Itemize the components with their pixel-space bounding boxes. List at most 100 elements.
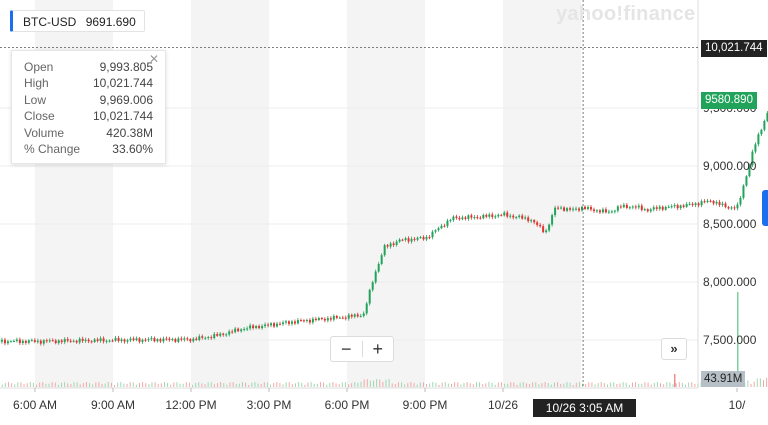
volume-bar [585,383,587,387]
candle-body [261,326,264,329]
candle-body [12,340,15,342]
volume-bar [366,379,368,387]
y-tick-label: 8,500.000 [703,217,757,231]
volume-bar [622,382,624,387]
volume-bar [270,384,272,387]
volume-bar [688,382,690,387]
zoom-in-button[interactable]: + [372,339,383,359]
x-tick-label: 3:00 PM [247,398,292,412]
candle-body [255,325,258,329]
volume-bar [363,379,365,387]
candle-body [332,315,335,320]
candle-body [24,340,27,343]
volume-bar [756,378,758,387]
candle-body [6,341,9,344]
volume-bar [245,382,247,387]
zoom-out-button[interactable]: − [340,339,352,359]
volume-bar [597,383,599,387]
volume-bar [304,384,306,387]
volume-bar [663,384,665,387]
close-icon[interactable]: ✕ [148,52,159,66]
candle-body [482,214,485,219]
candle-body [3,339,6,344]
volume-bar [672,384,674,387]
candle-body [461,217,464,220]
volume-bar [510,382,512,387]
candle-body [721,203,724,205]
volume-bar [485,383,487,387]
side-panel-handle[interactable] [762,190,768,226]
candle-body [138,338,141,342]
volume-bar [126,383,128,387]
candle-body [30,340,33,342]
volume-bar [457,382,459,387]
volume-bar [553,382,555,387]
volume-bar [447,383,449,387]
candle-body [766,112,768,121]
candle-body [264,324,267,327]
volume-bar [223,382,225,387]
tooltip-row-close: Close 10,021.744 [24,108,153,124]
candle-body [123,339,126,342]
volume-bar [123,383,125,387]
volume-bar [295,383,296,387]
candle-body [341,317,344,319]
volume-bar [351,383,353,387]
candle-body [132,338,135,341]
candle-body [649,209,652,212]
volume-bar [70,384,72,387]
candle-body [380,255,383,264]
volume-bar [313,383,315,387]
volume-bar [397,382,399,387]
candle-body [673,205,676,207]
volume-bar [114,384,116,387]
volume-bar [204,384,206,387]
volume-bar [494,384,496,387]
candle-body [240,329,243,332]
candle-body [249,325,252,329]
crosshair-price-tag: 10,021.744 [701,40,767,57]
tooltip-key: Low [24,92,47,107]
scroll-right-button[interactable]: » [661,338,687,360]
volume-bar [656,382,658,387]
x-tick-label: 12:00 PM [165,398,216,412]
volume-bar [610,382,612,387]
volume-bar [607,384,608,387]
volume-bar [522,382,524,387]
candle-body [634,206,637,208]
candle-body [709,200,712,202]
volume-bar [432,382,434,387]
candle-body [371,282,374,290]
candle-body [607,211,610,213]
candle-body [114,337,117,341]
candle-body [195,338,198,340]
volume-bar [488,382,490,387]
candle-body [688,203,691,205]
volume-bar [631,382,633,387]
candle-body [598,210,601,213]
ticker-badge[interactable]: BTC-USD 9691.690 [10,10,145,32]
x-tick-label: 6:00 AM [13,398,57,412]
candle-body [476,217,479,219]
volume-bar [563,383,565,387]
volume-bar [332,382,334,387]
session-band [191,0,269,388]
volume-bar [17,382,19,387]
candle-body [616,206,619,211]
zoom-divider [361,341,363,357]
volume-bar [142,382,144,387]
candle-body [676,205,679,209]
candle-body [581,206,583,211]
candle-body [437,228,440,231]
candle-body [589,207,592,210]
volume-bar [451,383,452,387]
crosshair-time-tag: 10/26 3:05 AM [533,399,636,417]
candle-body [9,341,12,343]
volume-bar [697,383,699,387]
candle-body [404,238,407,240]
candle-body [317,318,320,321]
candle-body [18,339,21,344]
volume-bar [110,382,112,387]
candle-body [162,338,165,342]
candle-body [273,323,276,327]
